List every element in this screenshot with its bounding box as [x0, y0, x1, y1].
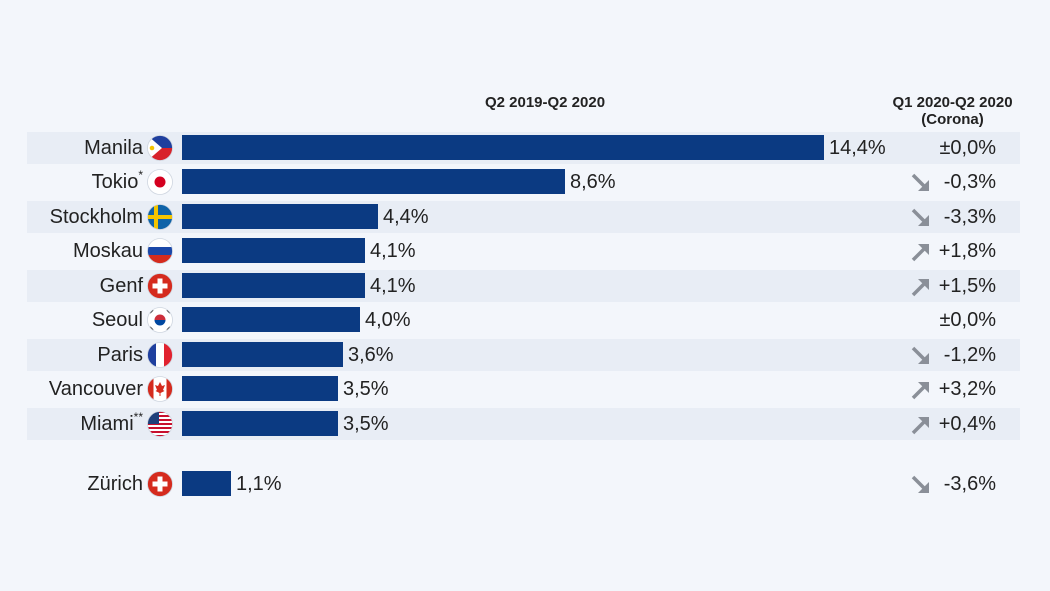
chart-row: Stockholm 4,4% -3,3% [27, 201, 1020, 233]
chart-row: Manila 14,4% ±0,0% [27, 132, 1020, 164]
change-column-header-title: Q1 2020-Q2 2020 [892, 94, 1013, 111]
change-value-label: +1,5% [938, 275, 996, 297]
bar [182, 169, 565, 194]
city-label: Manila [84, 137, 143, 159]
switzerland-flag-icon [147, 273, 173, 299]
arrow-up-icon [910, 379, 932, 401]
city-label: Stockholm [49, 206, 143, 228]
japan-flag-icon [147, 169, 173, 195]
bar-value-label: 3,5% [343, 378, 389, 400]
city-label: Vancouver [48, 378, 143, 400]
change-column-header-subtitle: (Corona) [921, 111, 984, 128]
change-value-label: -3,6% [943, 473, 996, 495]
arrow-down-icon [910, 474, 932, 496]
chart-row: Moskau 4,1% +1,8% [27, 235, 1020, 267]
change-value-label: -3,3% [943, 206, 996, 228]
bar [182, 135, 824, 160]
bar-value-label: 8,6% [570, 171, 616, 193]
bar [182, 204, 378, 229]
bar-value-label: 14,4% [829, 137, 886, 159]
change-value-label: +3,2% [938, 378, 996, 400]
france-flag-icon [147, 342, 173, 368]
south-korea-flag-icon [147, 307, 173, 333]
city-label: Paris [97, 344, 143, 366]
chart-row: Tokio* 8,6% -0,3% [27, 166, 1020, 198]
change-value-label: -1,2% [943, 344, 996, 366]
bars-column-header: Q2 2019-Q2 2020 [484, 94, 606, 111]
arrow-up-icon [910, 241, 932, 263]
chart-row: Miami** 3,5% +0,4% [27, 408, 1020, 440]
russia-flag-icon [147, 238, 173, 264]
bar [182, 238, 365, 263]
bar [182, 376, 338, 401]
bar-value-label: 4,1% [370, 275, 416, 297]
bar-value-label: 3,6% [348, 344, 394, 366]
change-value-label: -0,3% [943, 171, 996, 193]
switzerland-flag-icon [147, 471, 173, 497]
city-label: Moskau [72, 240, 143, 262]
chart-row: Paris 3,6% -1,2% [27, 339, 1020, 371]
bar [182, 273, 365, 298]
bar [182, 411, 338, 436]
change-value-label: +1,8% [938, 240, 996, 262]
city-label: Miami** [80, 410, 143, 435]
arrow-up-icon [910, 414, 932, 436]
footnote-marker: ** [133, 410, 143, 424]
chart-row: Genf 4,1% +1,5% [27, 270, 1020, 302]
city-label: Genf [99, 275, 143, 297]
arrow-up-icon [910, 276, 932, 298]
bar [182, 307, 360, 332]
canada-flag-icon [147, 376, 173, 402]
chart-row: Vancouver 3,5% +3,2% [27, 373, 1020, 405]
change-value-label: +0,4% [938, 413, 996, 435]
bar-value-label: 1,1% [236, 473, 282, 495]
city-label: Zürich [87, 473, 143, 495]
bar-value-label: 3,5% [343, 413, 389, 435]
bar [182, 342, 343, 367]
arrow-down-icon [910, 207, 932, 229]
change-value-label: ±0,0% [939, 309, 996, 331]
arrow-down-icon [910, 345, 932, 367]
bar-value-label: 4,1% [370, 240, 416, 262]
city-label: Tokio* [91, 168, 143, 193]
change-column-header: Q1 2020-Q2 2020 (Corona) [870, 94, 1035, 128]
bar-value-label: 4,4% [383, 206, 429, 228]
footnote-marker: * [138, 168, 143, 182]
usa-flag-icon [147, 411, 173, 437]
bar [182, 471, 231, 496]
arrow-down-icon [910, 172, 932, 194]
change-value-label: ±0,0% [939, 137, 996, 159]
chart-row: Seoul 4,0% ±0,0% [27, 304, 1020, 336]
philippines-flag-icon [147, 135, 173, 161]
bar-value-label: 4,0% [365, 309, 411, 331]
city-label: Seoul [91, 309, 143, 331]
chart-row: Zürich 1,1% -3,6% [27, 468, 1020, 500]
sweden-flag-icon [147, 204, 173, 230]
